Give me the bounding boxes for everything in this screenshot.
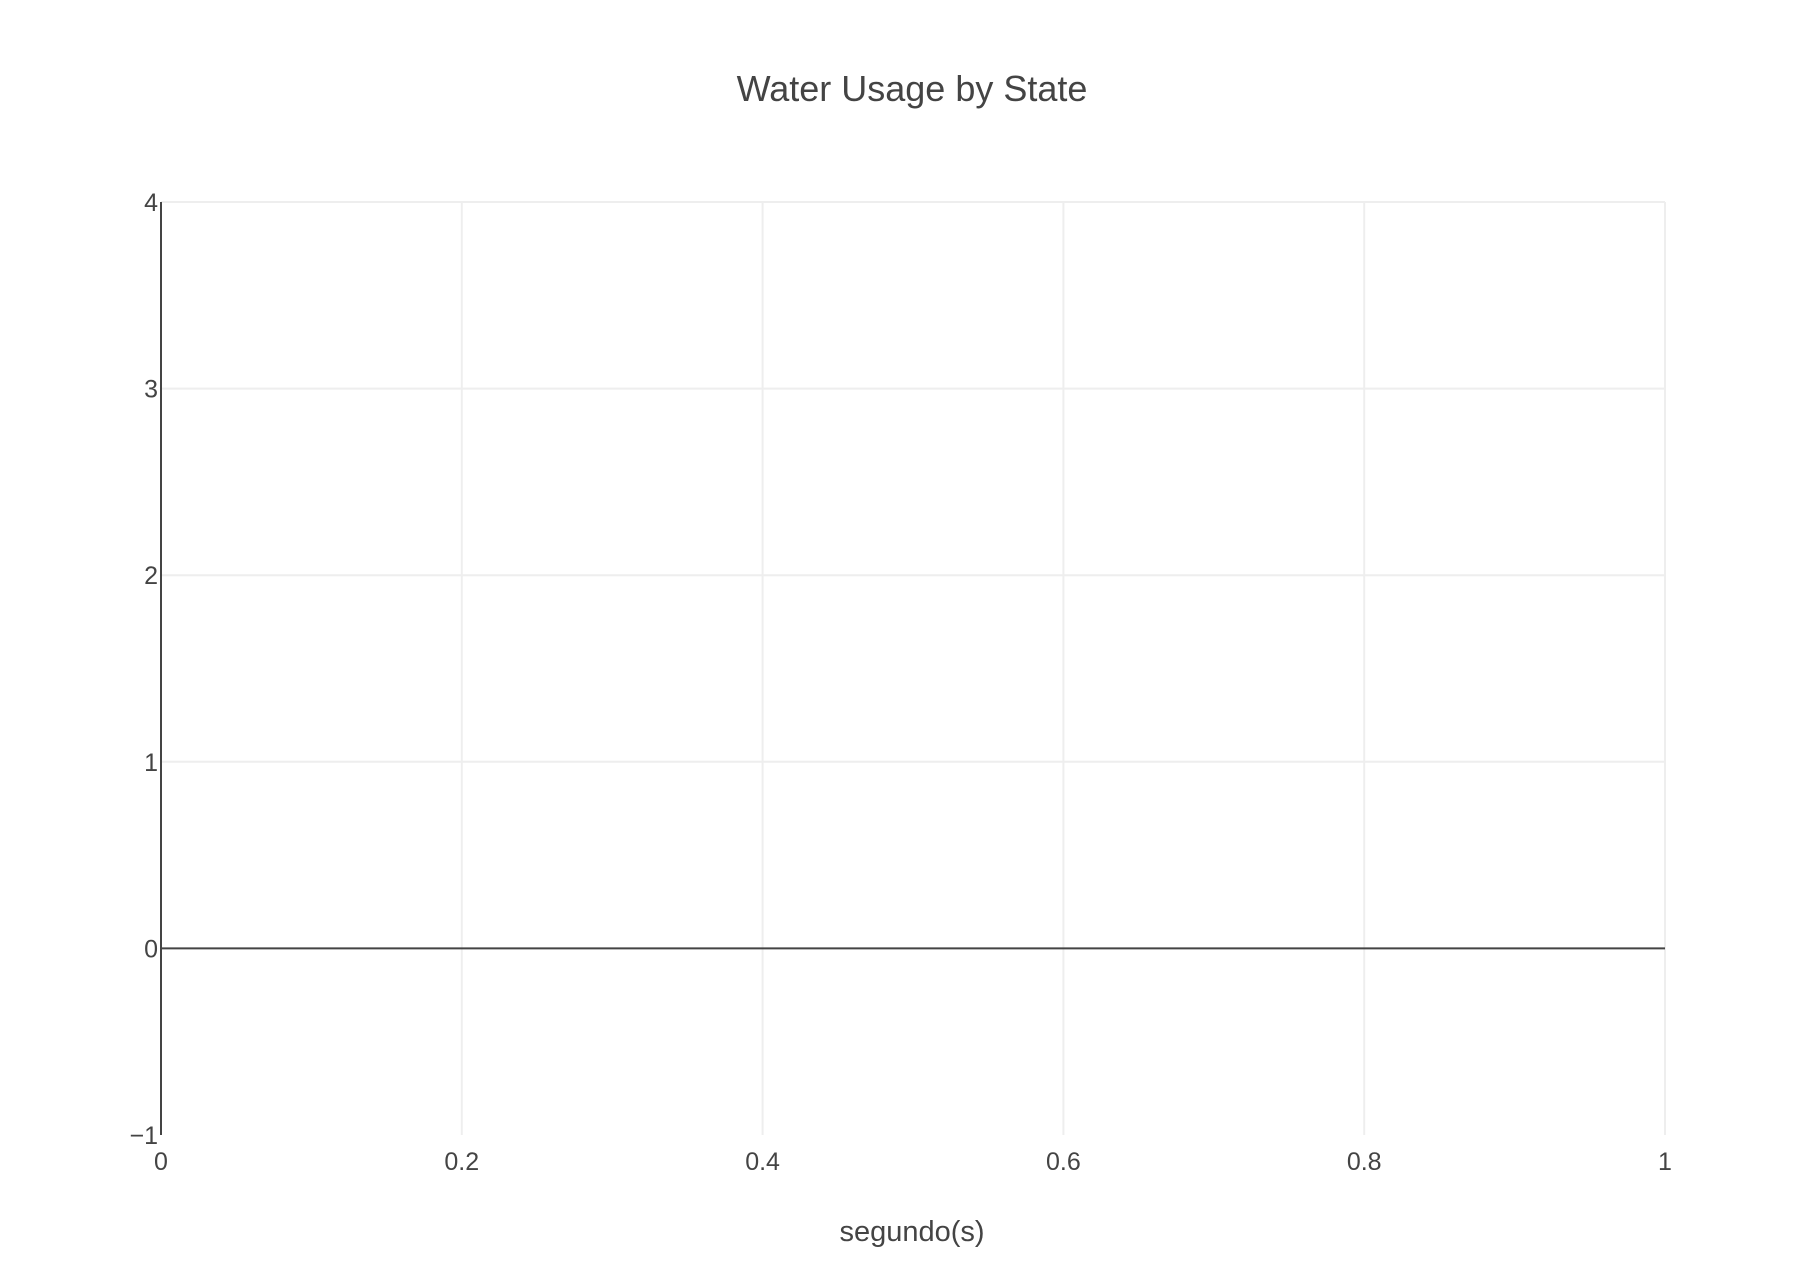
y-tick-label-0: −1 — [129, 1122, 158, 1150]
x-axis-title: segundo(s) — [839, 1216, 984, 1248]
y-tick-label-5: 4 — [144, 189, 158, 217]
x-tick-label-1: 0.2 — [444, 1148, 479, 1176]
x-tick-labels: 0 0.2 0.4 0.6 0.8 1 — [154, 1148, 1672, 1176]
y-tick-label-2: 1 — [144, 749, 158, 777]
x-tick-label-5: 1 — [1658, 1148, 1672, 1176]
y-tick-labels: −1 0 1 2 3 4 — [129, 189, 158, 1150]
x-tick-label-0: 0 — [154, 1148, 168, 1176]
x-tick-label-4: 0.8 — [1347, 1148, 1382, 1176]
y-tick-label-4: 3 — [144, 376, 158, 404]
y-tick-label-3: 2 — [144, 562, 158, 590]
x-tick-label-2: 0.4 — [745, 1148, 780, 1176]
y-tick-label-1: 0 — [144, 935, 158, 963]
grid-layer — [161, 201, 1666, 1135]
x-tick-label-3: 0.6 — [1046, 1148, 1081, 1176]
chart-title: Water Usage by State — [737, 68, 1088, 109]
